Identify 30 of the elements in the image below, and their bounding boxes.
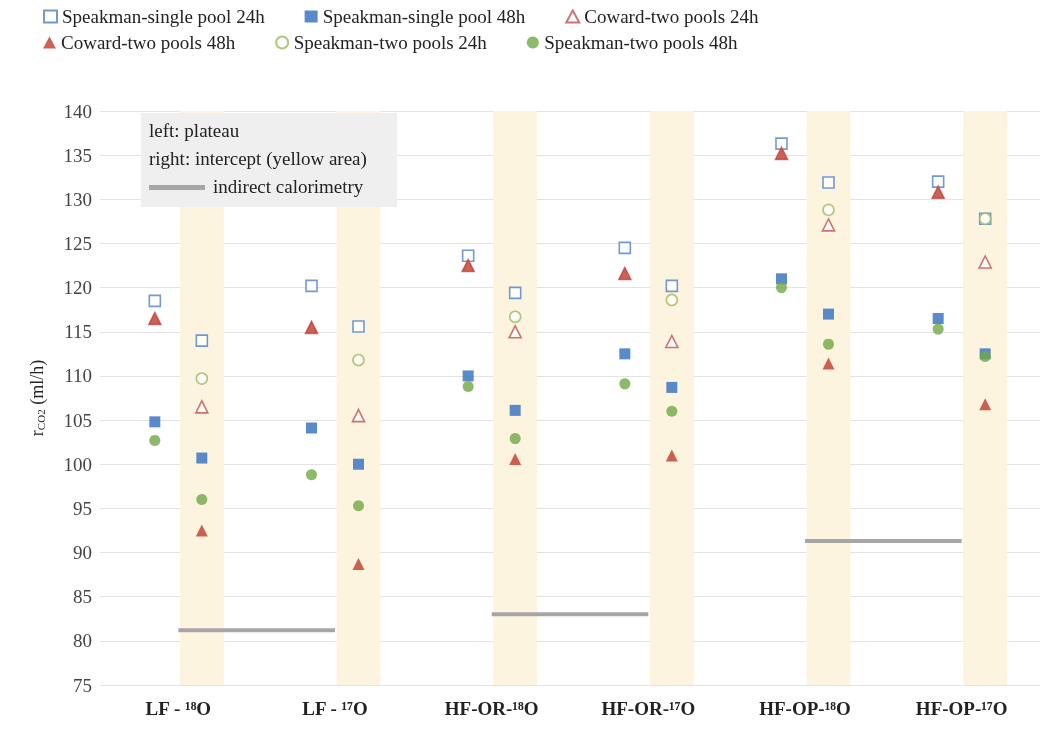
y-tick-label: 75	[73, 674, 92, 696]
x-tick-label: HF-OR-¹⁸O	[444, 698, 539, 719]
y-tick-label: 140	[63, 100, 92, 122]
legend-label: Speakman-single pool 24h	[62, 6, 266, 27]
legend-label: indirect calorimetry	[213, 175, 364, 199]
legend-label: Coward-two pools 48h	[61, 32, 236, 53]
y-tick-label: 100	[63, 453, 92, 475]
y-tick-label: 95	[73, 497, 92, 519]
x-tick-label: HF-OR-¹⁷O	[601, 698, 696, 719]
y-tick-label: 110	[64, 365, 92, 387]
x-tick-label: HF-OP-¹⁷O	[915, 698, 1008, 719]
annotation: right: intercept (yellow area)	[149, 147, 367, 171]
y-tick-label: 85	[73, 586, 92, 608]
y-tick-label: 80	[73, 630, 92, 652]
legend-label: Coward-two pools 24h	[584, 6, 759, 27]
y-tick-label: 135	[63, 144, 92, 166]
legend-label: Speakman-single pool 48h	[322, 6, 526, 27]
x-tick-label: LF - ¹⁷O	[302, 698, 368, 719]
y-tick-label: 125	[63, 232, 92, 254]
x-tick-label: HF-OP-¹⁸O	[759, 698, 851, 719]
annotation: left: plateau	[149, 119, 241, 143]
y-tick-label: 130	[63, 188, 92, 210]
y-tick-label: 90	[73, 542, 92, 564]
legend-label: Speakman-two pools 48h	[544, 32, 738, 53]
y-tick-label: 120	[63, 277, 92, 299]
y-tick-label: 105	[63, 409, 92, 431]
x-tick-label: LF - ¹⁸O	[145, 698, 212, 719]
y-tick-label: 115	[64, 321, 92, 343]
y-axis-title: rCO2 (ml/h)	[27, 359, 48, 437]
legend-label: Speakman-two pools 24h	[293, 32, 488, 53]
